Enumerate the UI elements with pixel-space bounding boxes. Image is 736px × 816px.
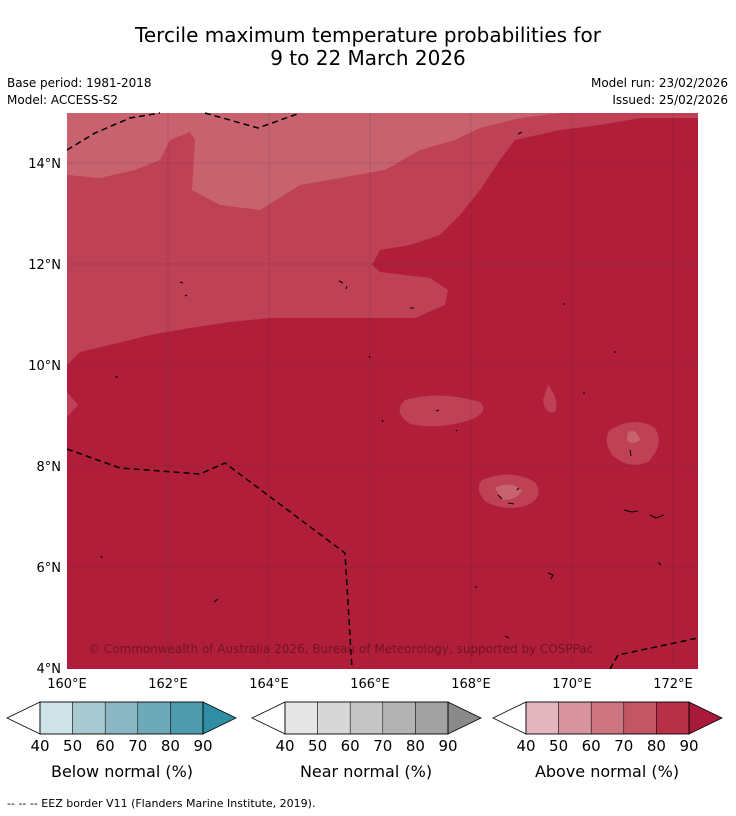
eez-border-line <box>204 112 301 129</box>
legend-swatch <box>558 701 592 735</box>
legend-frame <box>284 701 449 735</box>
legend-near <box>251 701 482 735</box>
eez-border-line <box>609 637 699 670</box>
lat-label: 10°N <box>28 359 61 374</box>
legend-tick-label: 40 <box>516 737 535 755</box>
issued-date: Issued: 25/02/2026 <box>612 93 728 107</box>
legend-tick-label: 70 <box>373 737 392 755</box>
legend-frame <box>39 701 204 735</box>
legend-tick-label: 50 <box>63 737 82 755</box>
lon-label: 168°E <box>451 677 491 692</box>
legend-tick-label: 70 <box>128 737 147 755</box>
legend-tick-label: 90 <box>679 737 698 755</box>
legend-below <box>6 701 237 735</box>
islands <box>100 131 665 639</box>
island <box>100 131 665 639</box>
legend-tick-label: 70 <box>614 737 633 755</box>
legend-swatch <box>623 701 657 735</box>
lat-label: 6°N <box>37 561 62 576</box>
lat-label: 14°N <box>28 157 61 172</box>
legend-swatch <box>170 701 204 735</box>
legend-arrow-right <box>447 701 482 735</box>
eez-footnote: -- -- -- EEZ border V11 (Flanders Marine… <box>7 797 316 810</box>
legend-tick-label: 80 <box>647 737 666 755</box>
legend-swatch <box>415 701 449 735</box>
lat-label: 12°N <box>28 258 61 273</box>
legend-tick-label: 40 <box>275 737 294 755</box>
legend-above <box>492 701 723 735</box>
legend-tick-label: 80 <box>161 737 180 755</box>
map-blob-80 <box>543 385 557 413</box>
legend-swatch <box>525 701 559 735</box>
legend-swatch <box>284 701 318 735</box>
eez-border-line <box>66 448 353 670</box>
eez-border-line <box>66 112 161 151</box>
legend-label-near: Near normal (%) <box>299 762 433 781</box>
model-name: Model: ACCESS-S2 <box>7 93 119 107</box>
map-blob-80 <box>399 395 484 427</box>
lon-label: 170°E <box>552 677 592 692</box>
map-blob-70 <box>495 484 522 500</box>
map-zone-70 <box>67 113 560 210</box>
map-area <box>67 113 698 669</box>
legend-swatch <box>137 701 171 735</box>
copyright-text: © Commonwealth of Australia 2026, Bureau… <box>88 642 593 656</box>
map-blob-80 <box>67 392 78 417</box>
lon-label: 160°E <box>47 677 87 692</box>
lon-label: 166°E <box>350 677 390 692</box>
legend-tick-label: 50 <box>549 737 568 755</box>
grid-lines <box>67 113 698 669</box>
legend-swatch <box>349 701 384 735</box>
eez-border <box>66 112 699 670</box>
legend-tick-label: 80 <box>406 737 425 755</box>
legend-swatch <box>656 701 690 735</box>
base-period: Base period: 1981-2018 <box>7 76 152 90</box>
legend-swatch <box>590 701 625 735</box>
chart-title-line2: 9 to 22 March 2026 <box>270 46 466 70</box>
legend-label-above: Above normal (%) <box>534 762 680 781</box>
legend-swatch <box>104 701 139 735</box>
legend-frame <box>525 701 690 735</box>
chart-title-line1: Tercile maximum temperature probabilitie… <box>135 23 601 47</box>
map-blob-70 <box>627 431 640 443</box>
legend-tick-label: 40 <box>30 737 49 755</box>
legend-tick-label: 60 <box>96 737 115 755</box>
legend-arrow-left <box>492 701 527 735</box>
legend-tick-label: 60 <box>582 737 601 755</box>
legend-swatch <box>39 701 73 735</box>
legend-tick-label: 90 <box>193 737 212 755</box>
legend-tick-label: 60 <box>341 737 360 755</box>
legend-arrow-left <box>251 701 286 735</box>
lon-label: 162°E <box>148 677 188 692</box>
legend-tick-label: 90 <box>438 737 457 755</box>
legend-swatch <box>317 701 351 735</box>
map-blob-80 <box>606 421 659 465</box>
legend-arrow-right <box>688 701 723 735</box>
lat-label: 4°N <box>37 662 62 677</box>
lon-label: 172°E <box>653 677 693 692</box>
legend-swatch <box>72 701 106 735</box>
model-run: Model run: 23/02/2026 <box>590 76 728 90</box>
legend-arrow-right <box>202 701 237 735</box>
legend-swatch <box>382 701 416 735</box>
lat-label: 8°N <box>37 460 62 475</box>
legend-tick-label: 50 <box>308 737 327 755</box>
legend-label-below: Below normal (%) <box>50 762 194 781</box>
legend-arrow-left <box>6 701 41 735</box>
lon-label: 164°E <box>249 677 289 692</box>
